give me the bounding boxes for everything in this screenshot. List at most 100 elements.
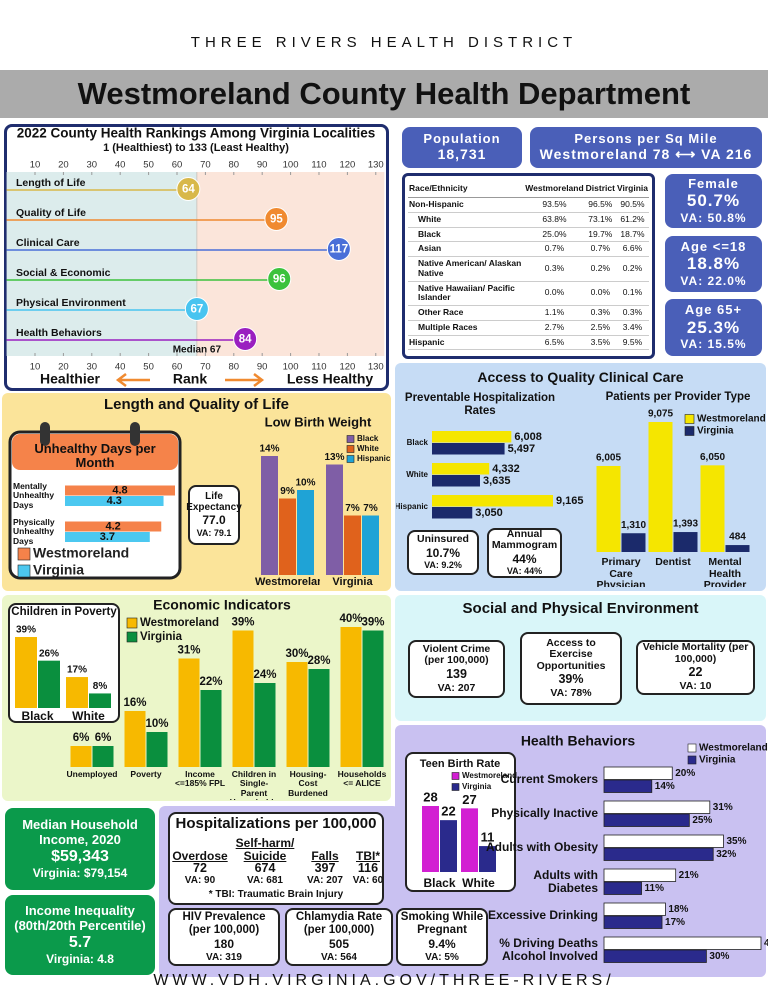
stat-box: Access to Exercise Opportunities 39% VA: 7… (520, 632, 622, 705)
section-title: Hospitalizations per 100,000 (175, 815, 377, 832)
table-cell: 0.7% (590, 243, 610, 254)
label-box: % Driving Deaths Alcohol Involved (499, 936, 598, 962)
table-row: Non-Hispanic 93.5% 96.5% 90.5% (408, 198, 649, 213)
stat-va: VA: 15.5% (680, 337, 747, 352)
value-label: 27 (462, 792, 476, 807)
label-box: Income <=185% FPL (175, 770, 225, 788)
stat-label: Female (688, 175, 739, 191)
median-label: Median 67 (173, 345, 222, 356)
value-label: 9,075 (648, 409, 673, 420)
page-title: Westmoreland County Health Department (77, 76, 691, 111)
legend-label: Virginia (33, 562, 84, 578)
category-label: Primary Care Physician (596, 557, 646, 587)
category-label: Mentally Unhealthy Days (13, 480, 55, 510)
stat-va: VA: 44% (506, 566, 543, 577)
stat-box: Population 18,731 (402, 127, 522, 168)
bar (65, 521, 162, 532)
stat-label: Annual Mammogram (491, 527, 558, 552)
x-tick-label: 30 (87, 160, 98, 171)
section-title: Length and Quality of Life (104, 396, 289, 413)
legend-label: Virginia (140, 631, 183, 643)
category-label: Black (406, 437, 428, 447)
label-box: Mental Health Provider (704, 557, 747, 587)
table-row: Asian 0.7% 0.7% 6.6% (408, 242, 649, 257)
stat-value: 50.7% (686, 191, 741, 211)
table-cell: 0.1% (622, 287, 643, 298)
stat-va: Virginia: 4.8 (46, 951, 114, 966)
table-header: Westmoreland (525, 183, 584, 193)
hospital-item: Overdose 72 VA: 90 (172, 834, 228, 886)
chart-title: Patients per Provider Type (606, 391, 751, 403)
value-label: 67 (190, 304, 203, 316)
legend-label: White (357, 444, 379, 453)
value-label: 10% (295, 478, 315, 489)
arrow-right (225, 373, 265, 387)
stat-value: $59,343 (51, 847, 109, 865)
table-cell: 6.6% (622, 243, 643, 254)
x-tick-label: 90 (257, 362, 268, 373)
table-cell: 61.2% (620, 213, 645, 224)
stat-label: Age <=18 (680, 238, 747, 254)
x-tick-label: 40 (115, 160, 126, 171)
table-cell: Other Race (418, 307, 464, 318)
footnote: * TBI: Traumatic Brain Injury (208, 889, 344, 900)
stat-value: 505 (328, 936, 350, 951)
label-box: Current Smokers (501, 773, 598, 786)
bar (603, 902, 666, 916)
bar (461, 808, 478, 872)
rank-dot (264, 207, 289, 231)
value-label: 6,008 (514, 431, 542, 443)
label-box: Households <= ALICE (338, 770, 387, 788)
table-cell: Hispanic (409, 336, 445, 347)
stat-va: VA: 22.0% (680, 273, 747, 288)
stat-va: VA: 681 (247, 874, 283, 886)
bar (603, 847, 714, 861)
chart-title: Economic Indicators (153, 597, 291, 613)
table-row: Other Race 1.1% 0.3% 0.3% (408, 306, 649, 321)
bar (603, 779, 653, 793)
stat-box: Chlamydia Rate (per 100,000) 505 VA: 564 (285, 908, 393, 966)
stat-label: Median Household Income, 2020 (22, 817, 138, 847)
bar (362, 515, 379, 575)
bar (362, 630, 384, 767)
value-label: 8% (93, 681, 108, 692)
value-label: 1,393 (673, 519, 698, 530)
chart-title: Unhealthy Days per Month (34, 442, 156, 471)
axis-title: Rank (173, 371, 207, 387)
stat-value: 18,731 (437, 145, 487, 162)
value-label: 14% (655, 781, 675, 792)
label-box: Physically Inactive (491, 807, 598, 820)
value-label: 31% (177, 645, 200, 657)
row-label: Length of Life (16, 177, 86, 189)
category-label: Poverty (130, 770, 162, 779)
value-label: 4.2 (105, 521, 120, 533)
value-label: 39% (231, 617, 254, 629)
category-label: Black (21, 710, 54, 723)
table-row: Native American/ Alaskan Native 0.3% 0.2% 0… (408, 257, 649, 282)
value-label: 96 (273, 274, 286, 286)
value-label: 18% (668, 904, 688, 915)
value-label: 25% (692, 815, 712, 826)
bar (344, 515, 361, 575)
value-label: 20% (675, 768, 695, 779)
category-label: Hispanic (396, 501, 428, 511)
bar (286, 662, 308, 767)
stat-va: VA: 50.8% (680, 210, 747, 225)
table-cell: 3.4% (622, 321, 643, 332)
table-cell: 63.8% (542, 213, 567, 224)
legend-swatch (346, 435, 355, 443)
table-cell: 90.5% (620, 199, 645, 209)
bar (65, 532, 150, 542)
category-label: Unemployed (66, 770, 118, 779)
bar (308, 669, 330, 767)
legend-label: Virginia (462, 782, 492, 791)
category-label: Children in Single-Parent Households (230, 770, 279, 800)
value-label: 40% (339, 613, 362, 625)
bar (254, 683, 276, 767)
rankings-panel (4, 124, 389, 391)
table-cell: 3.5% (590, 336, 610, 347)
table-cell: 73.1% (588, 213, 613, 224)
table-cell: 2.7% (544, 321, 565, 332)
bar (432, 475, 480, 487)
stat-label: Income Inequality (80th/20th Percentile) (14, 903, 146, 933)
